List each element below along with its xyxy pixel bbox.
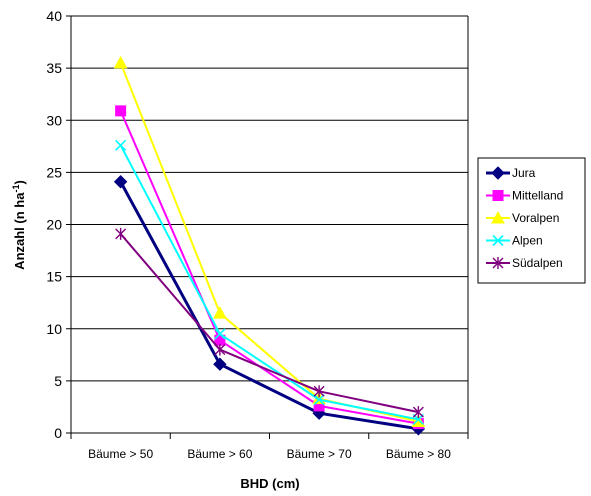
y-tick-label: 35 xyxy=(46,60,62,76)
y-tick-labels: 0 5 10 15 20 25 30 35 40 xyxy=(46,8,62,441)
y-tick-label: 15 xyxy=(46,269,62,285)
data-point xyxy=(411,414,426,428)
legend-label: Alpen xyxy=(512,234,543,248)
x-axis-title: BHD (cm) xyxy=(240,476,299,491)
series-line xyxy=(119,181,419,431)
series-line xyxy=(119,110,419,425)
data-point xyxy=(213,357,227,371)
legend-label: Mittelland xyxy=(512,189,563,203)
data-point xyxy=(115,139,127,151)
x-tick-label: Bäume > 50 xyxy=(88,447,153,461)
data-point xyxy=(313,385,325,398)
legend: Jura Mittelland Voralpen Alpen Südalpen xyxy=(477,157,586,284)
series-line xyxy=(119,144,419,421)
data-point xyxy=(113,175,128,189)
series-südalpen xyxy=(115,227,424,419)
legend-marker xyxy=(491,210,505,224)
legend-marker xyxy=(492,190,504,201)
y-axis-title: Anzahl (n ha-1) xyxy=(11,180,27,270)
data-point xyxy=(213,306,227,319)
gridlines xyxy=(71,15,468,382)
x-tick-label: Bäume > 60 xyxy=(187,447,252,461)
x-tick-labels: Bäume > 50 Bäume > 60 Bäume > 70 Bäume > 80 xyxy=(88,447,451,461)
legend-item: Südalpen xyxy=(486,256,563,270)
y-tick-label: 25 xyxy=(46,164,62,180)
y-tick-label: 10 xyxy=(46,321,62,337)
y-tick-label: 20 xyxy=(46,217,62,233)
series-lines xyxy=(113,55,426,436)
data-point xyxy=(214,343,226,356)
legend-marker xyxy=(492,234,504,247)
y-tick-label: 30 xyxy=(46,112,62,128)
data-point xyxy=(115,105,127,117)
legend-label: Voralpen xyxy=(512,211,559,225)
data-point xyxy=(113,55,128,69)
data-point xyxy=(412,406,424,419)
legend-marker xyxy=(491,166,505,180)
y-tick-label: 5 xyxy=(54,373,62,389)
legend-marker xyxy=(492,257,504,269)
series-line xyxy=(119,233,419,414)
legend-item: Voralpen xyxy=(486,210,559,225)
legend-item: Mittelland xyxy=(486,189,563,203)
data-point xyxy=(214,328,226,340)
y-tick-label: 40 xyxy=(46,8,62,24)
data-point xyxy=(115,227,127,240)
x-tick-label: Bäume > 80 xyxy=(386,447,451,461)
legend-label: Südalpen xyxy=(512,256,563,270)
x-tick-label: Bäume > 70 xyxy=(287,447,352,461)
legend-item: Alpen xyxy=(486,234,543,248)
legend-item: Jura xyxy=(486,166,536,180)
legend-label: Jura xyxy=(512,166,536,180)
data-point xyxy=(313,394,325,406)
axes xyxy=(66,15,469,439)
y-tick-label: 0 xyxy=(54,425,62,441)
